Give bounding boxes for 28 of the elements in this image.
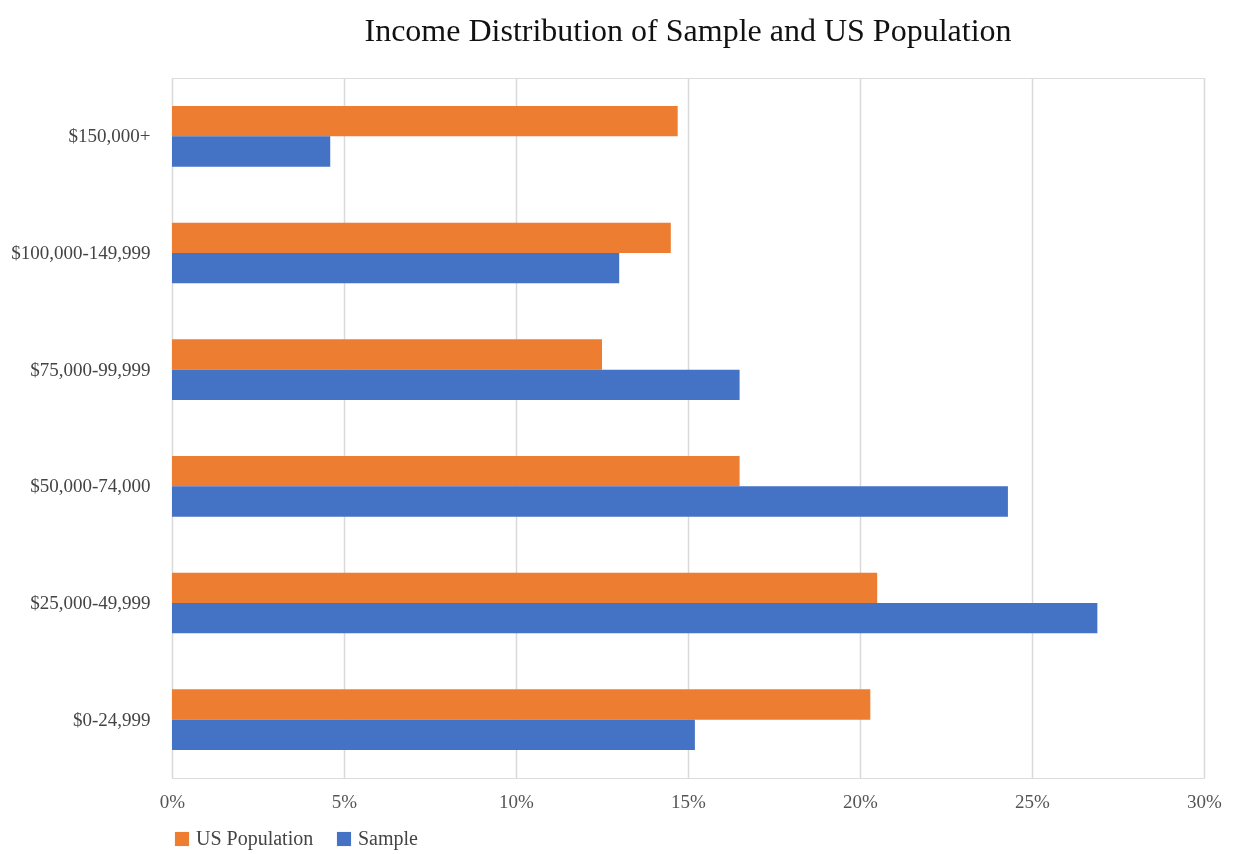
x-tick-label: 0% [159,790,186,812]
x-tick-label: 10% [499,790,535,812]
x-tick-label: 5% [331,790,358,812]
chart-title: Income Distribution of Sample and US Population [364,12,1012,48]
x-tick-label: 25% [1015,790,1051,812]
y-tick-label: $75,000-99,999 [30,358,151,380]
y-tick-label: $0-24,999 [72,708,151,730]
x-tick-label: 30% [1187,790,1223,812]
bar [172,253,620,284]
bar [172,603,1098,634]
bar [172,719,695,750]
bar [172,689,871,720]
legend-label: Sample [358,827,419,850]
x-tick-label: 20% [843,790,879,812]
y-tick-label: $25,000-49,999 [30,592,151,613]
y-tick-label: $100,000-149,999 [11,242,151,263]
bar [172,572,878,603]
bar [172,486,1008,517]
y-tick-label: $50,000-74,000 [30,475,151,497]
bar [172,456,740,487]
legend-label: US Population [196,827,314,850]
bar [172,136,331,167]
bar [172,106,678,137]
x-tick-label: 15% [671,790,707,812]
bar [172,339,602,370]
bar [172,369,740,400]
bar [172,222,671,253]
y-tick-label: $150,000+ [68,125,151,147]
